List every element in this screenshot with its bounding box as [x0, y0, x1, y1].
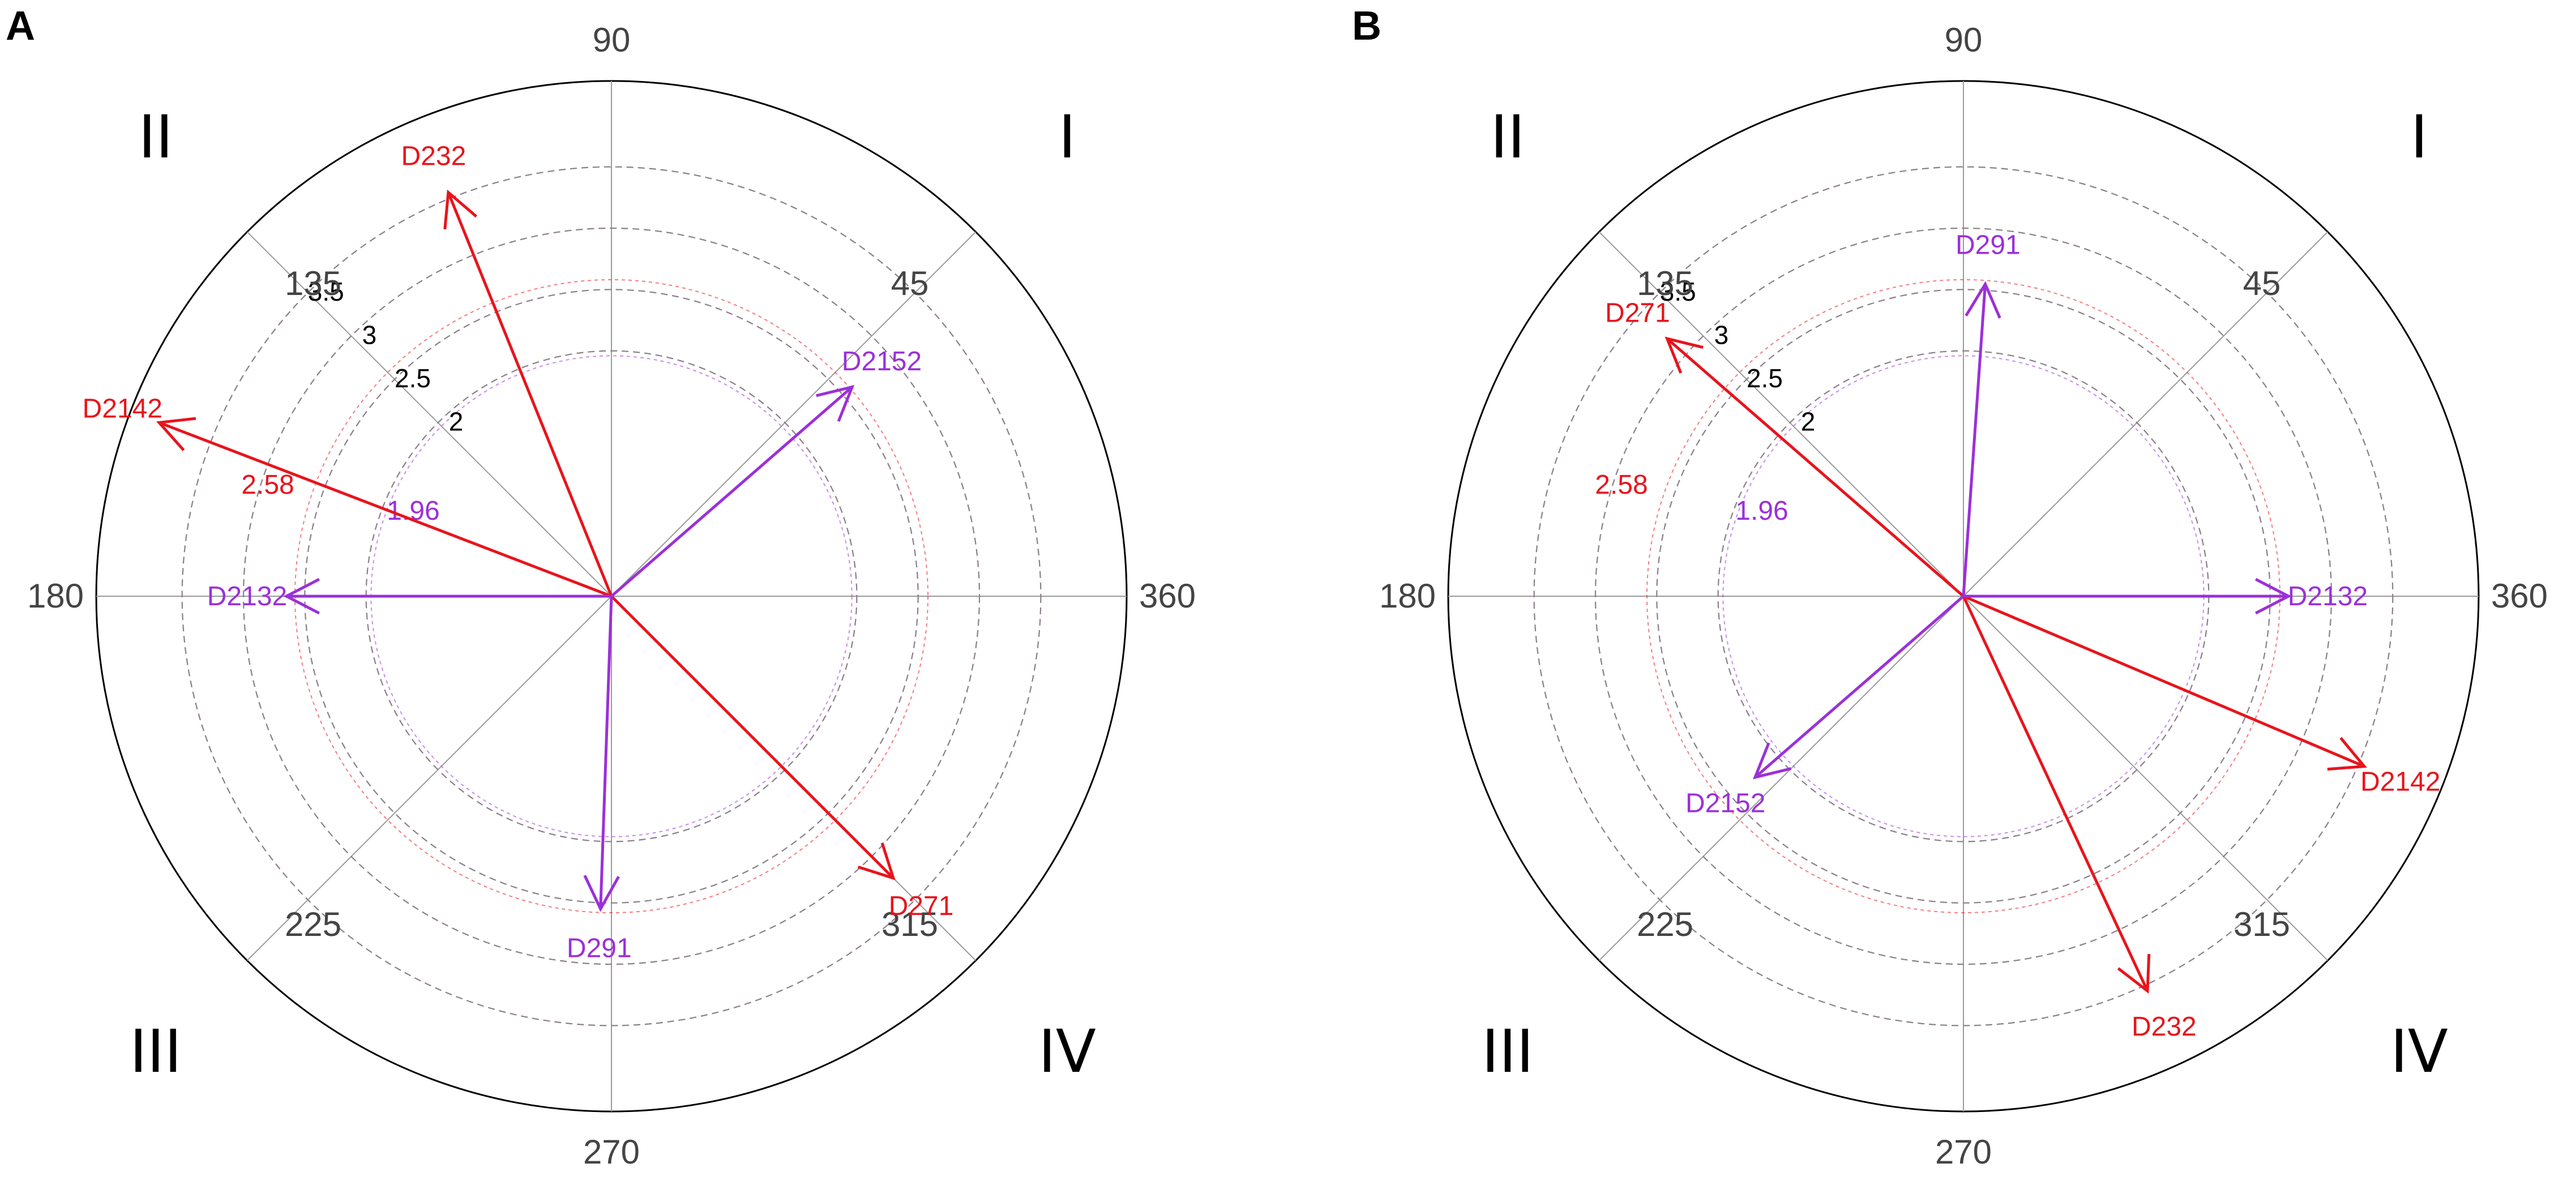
quadrant-label: I [1059, 102, 1076, 172]
quadrant-label: II [1490, 102, 1525, 172]
vector-D232 [1962, 595, 2149, 992]
significance-label: 2.58 [241, 470, 294, 500]
vector-label: D232 [2132, 1012, 2197, 1042]
vector-D2142 [159, 421, 612, 598]
vector-label: D2152 [1685, 788, 1765, 818]
vector-label: D291 [567, 933, 632, 963]
vector-label: D271 [889, 891, 954, 921]
vector-label: D271 [1605, 298, 1670, 328]
vector-label: D291 [1955, 230, 2021, 260]
ring-3 [1594, 227, 2333, 965]
angle-tick-label: 360 [1139, 577, 1196, 615]
quadrant-label: III [130, 1017, 182, 1086]
vector-arrowhead [283, 578, 320, 615]
panel-letter: A [6, 3, 35, 49]
quadrant-label: I [2411, 102, 2428, 172]
angle-tick-label: 315 [2233, 905, 2290, 943]
ring-label: 2.5 [1747, 364, 1783, 393]
vector-D2142 [1963, 595, 2365, 768]
ring-3.5 [181, 166, 1042, 1027]
vector-label: D2152 [842, 347, 922, 377]
vector-arrowhead [2117, 953, 2151, 994]
quadrant-label: IV [2390, 1017, 2448, 1086]
significance-label: 1.96 [1735, 496, 1788, 526]
quadrant-label: IV [1038, 1017, 1096, 1086]
vector-D232 [447, 191, 613, 597]
angle-tick-label: 135 [1637, 264, 1693, 302]
vector-D2152 [610, 386, 853, 597]
angle-tick-label: 180 [27, 577, 84, 615]
angle-tick-label: 315 [882, 905, 938, 943]
ring-label: 3.5 [1660, 277, 1696, 306]
angle-tick-label: 135 [285, 264, 341, 302]
angle-tick-label: 90 [1945, 21, 1983, 59]
angle-tick-label: 360 [2491, 577, 2548, 615]
ring-label: 3 [1714, 320, 1729, 349]
vector-arrowhead [156, 417, 196, 451]
vector-arrowhead [2327, 737, 2368, 771]
ring-3 [242, 227, 981, 965]
polar-panel-B: 22.533.51.962.589045360315270225180135II… [1352, 3, 2548, 1171]
vector-D291 [599, 596, 613, 909]
quadrant-label: II [138, 102, 173, 172]
angle-tick-label: 180 [1379, 577, 1436, 615]
ring-3.5 [1533, 166, 2394, 1027]
vector-arrowhead [857, 842, 896, 880]
vector-arrowhead [583, 875, 620, 912]
vector-arrowhead [816, 384, 855, 422]
vector-label: D232 [401, 142, 467, 172]
angle-tick-label: 225 [1637, 905, 1693, 943]
polar-panel-A: 22.533.51.962.589045360315270225180135II… [6, 3, 1196, 1171]
vector-D271 [1666, 337, 1965, 597]
vector-D291 [1962, 284, 1987, 597]
ring-label: 2 [1801, 407, 1816, 437]
vector-arrowhead [1965, 281, 2001, 319]
ring-label: 3.5 [308, 277, 344, 306]
vector-label: D2132 [2288, 581, 2368, 612]
vector-arrowhead [1664, 336, 1704, 374]
panel-letter: B [1352, 3, 1381, 49]
angle-tick-label: 225 [285, 905, 341, 943]
vector-arrowhead [1752, 742, 1792, 780]
angle-tick-label: 90 [593, 21, 631, 59]
vector-D2152 [1754, 595, 1965, 779]
vector-label: D2142 [83, 394, 162, 424]
angle-tick-label: 270 [583, 1133, 640, 1171]
angle-tick-label: 45 [2243, 264, 2281, 302]
significance-label: 2.58 [1595, 470, 1648, 500]
vector-D271 [610, 595, 895, 879]
ring-label: 2.5 [395, 364, 431, 393]
vector-label: D2142 [2360, 767, 2440, 797]
vector-arrowhead [443, 189, 478, 230]
ring-label: 3 [362, 320, 377, 349]
quadrant-label: III [1482, 1017, 1534, 1086]
vector-label: D2132 [207, 581, 287, 612]
angle-tick-label: 270 [1935, 1133, 1992, 1171]
ring-label: 2 [449, 407, 464, 437]
angle-tick-label: 45 [891, 264, 929, 302]
vector-arrowhead [2255, 578, 2292, 615]
